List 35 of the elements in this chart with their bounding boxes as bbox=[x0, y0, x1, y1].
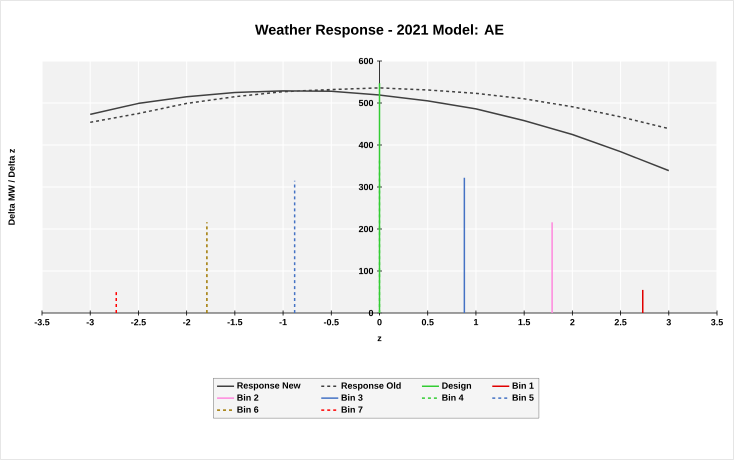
y-tick-label: 100 bbox=[359, 268, 374, 274]
y-tick-label: 600 bbox=[358, 58, 374, 64]
legend-label: Bin 6 bbox=[237, 406, 258, 413]
x-tick-label: -1.5 bbox=[227, 319, 242, 326]
y-tick-label: 400 bbox=[358, 142, 374, 148]
chart-title: Weather Response - 2021 Model: AE bbox=[255, 24, 504, 38]
legend-label: Bin 4 bbox=[442, 394, 464, 401]
y-axis-title: Delta MW / Delta z bbox=[8, 148, 15, 225]
line-series bbox=[89, 90, 670, 172]
x-tick-label: 2 bbox=[570, 319, 574, 326]
x-tick-label: 0 bbox=[377, 319, 382, 326]
x-tick-label: -1 bbox=[279, 319, 287, 326]
legend-label: Response Old bbox=[342, 382, 401, 391]
x-tick-label: 2.5 bbox=[614, 319, 627, 326]
y-tick-label: 300 bbox=[358, 184, 374, 190]
x-tick-label: 3.5 bbox=[710, 319, 723, 326]
legend-label: Bin 2 bbox=[237, 394, 258, 401]
legend-label: Bin 3 bbox=[342, 394, 363, 401]
x-tick-label: 0.5 bbox=[422, 319, 434, 326]
x-tick-label: 1 bbox=[474, 319, 478, 326]
x-axis-title: z bbox=[378, 336, 382, 342]
legend-label: Bin 7 bbox=[342, 406, 363, 413]
legend-label: Design bbox=[442, 382, 472, 391]
y-tick-label: 500 bbox=[358, 100, 374, 106]
x-tick-label: -0.5 bbox=[324, 319, 339, 326]
y-tick-label: 200 bbox=[358, 226, 374, 232]
legend-label: Bin 5 bbox=[512, 394, 534, 401]
legend-label: Bin 1 bbox=[512, 382, 534, 389]
x-tick-label: -3.5 bbox=[34, 319, 50, 326]
x-tick-label: 3 bbox=[666, 319, 671, 326]
legend-label: Response New bbox=[237, 382, 301, 390]
x-tick-label: -2.5 bbox=[131, 319, 146, 326]
x-tick-label: -2 bbox=[183, 319, 190, 326]
x-tick-label: 1.5 bbox=[518, 319, 530, 326]
x-tick-label: -3 bbox=[86, 319, 94, 326]
